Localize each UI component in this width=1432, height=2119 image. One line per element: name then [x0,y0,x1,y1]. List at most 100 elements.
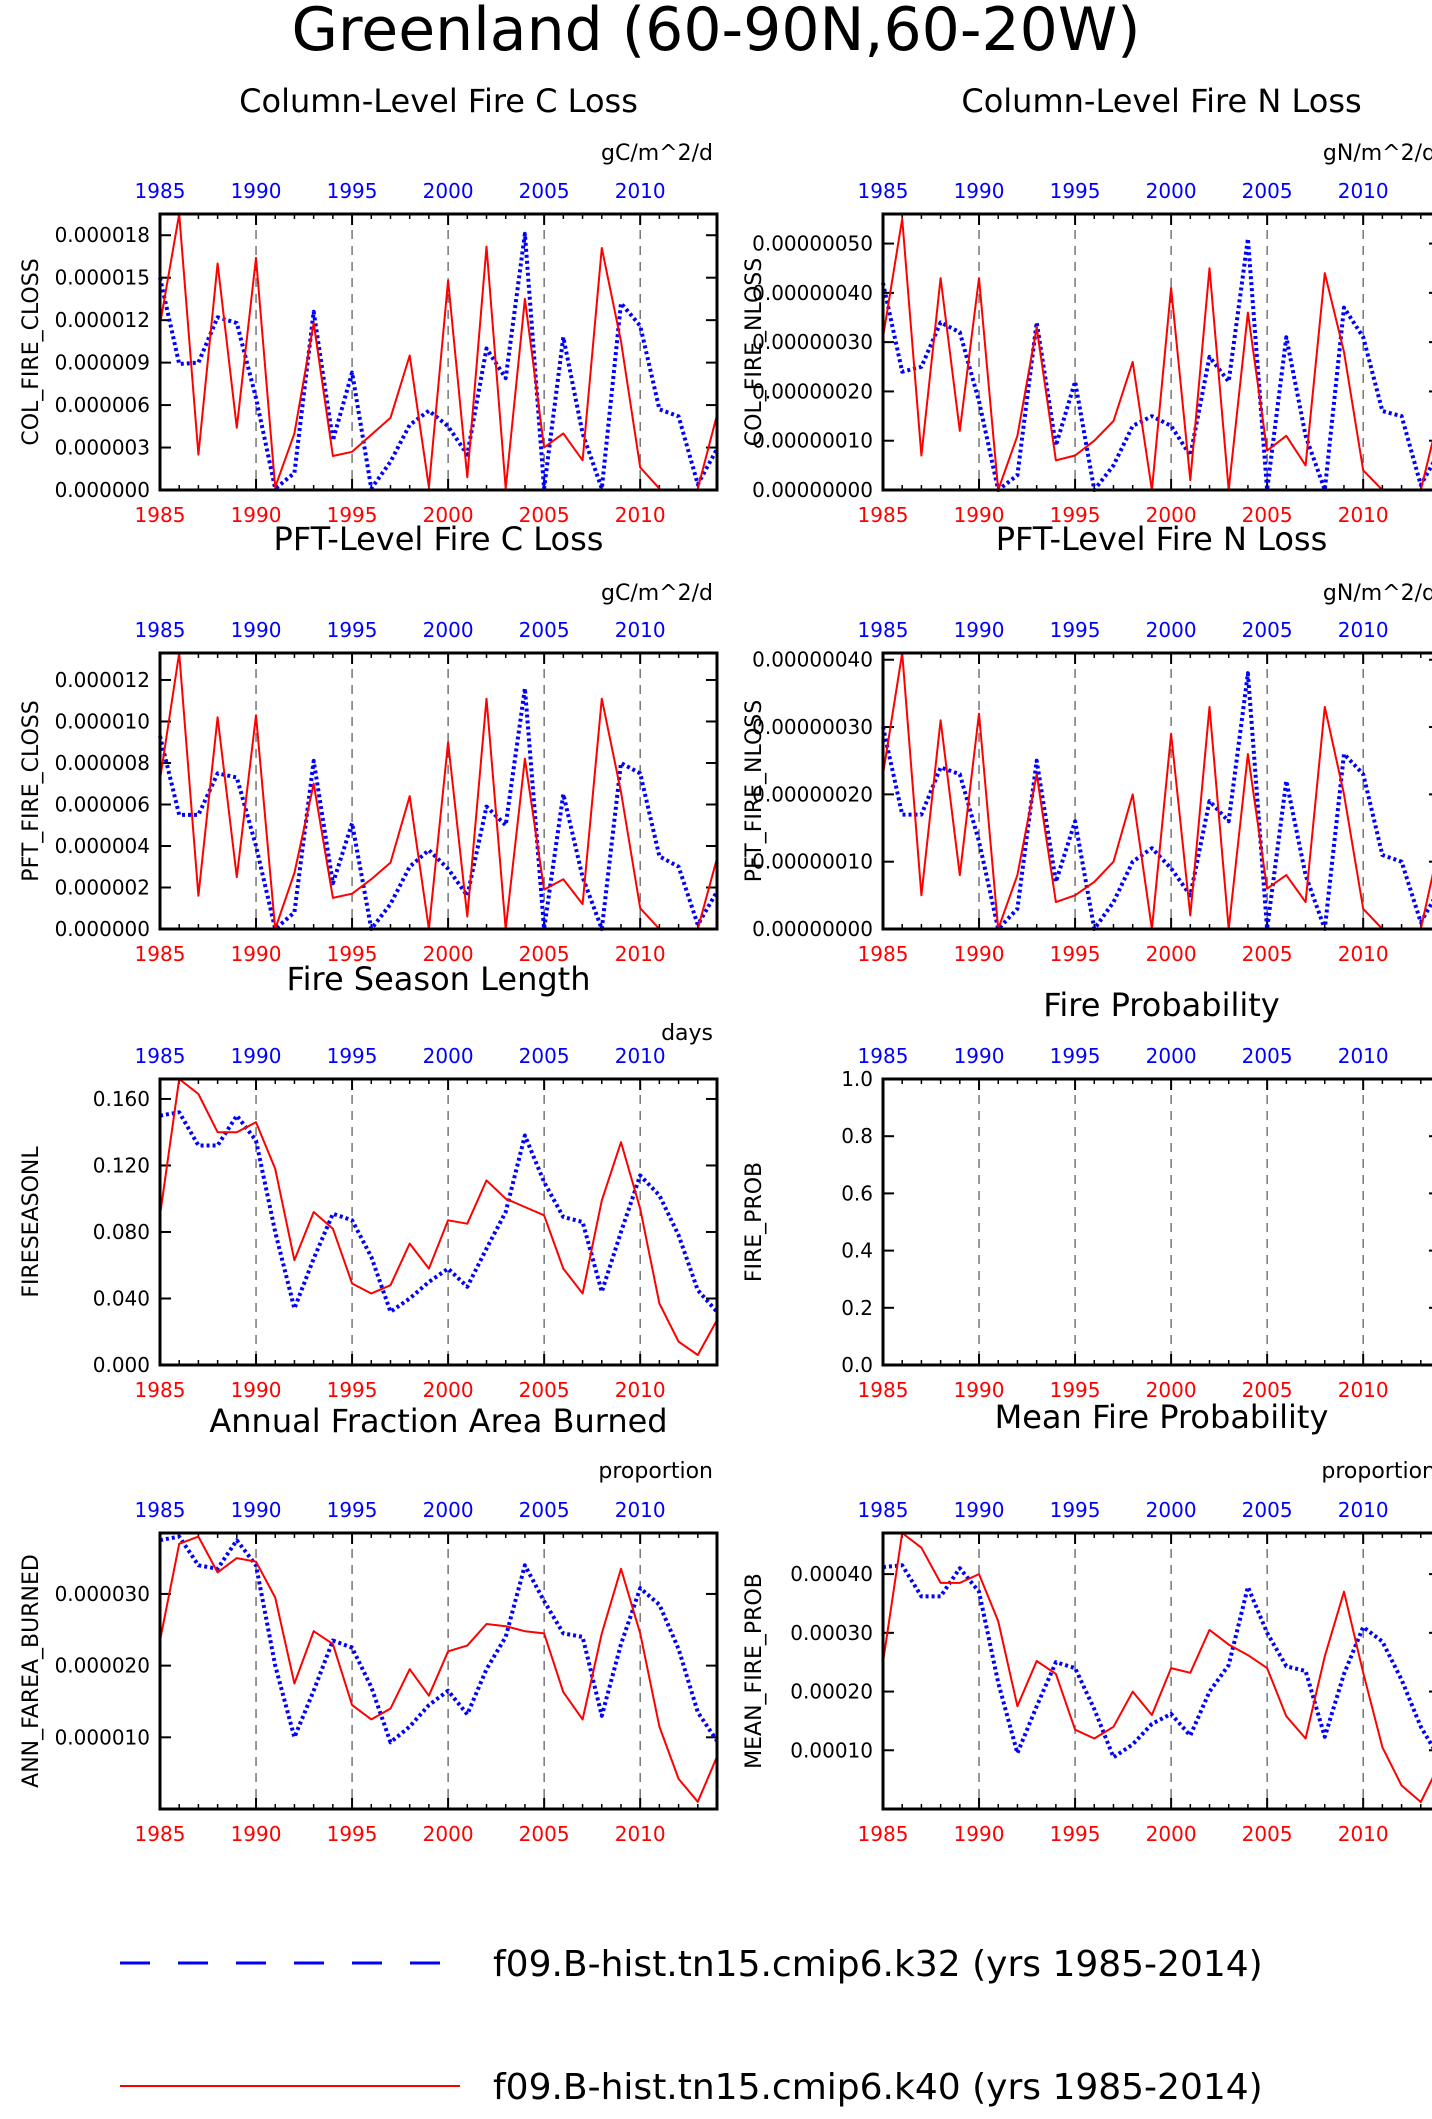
x-tick-label-bottom: 1990 [231,942,282,966]
x-tick-label-bottom: 2000 [1146,503,1197,527]
x-tick-label-top: 2000 [423,618,474,642]
x-tick-label-top: 1995 [327,618,378,642]
x-tick-label-bottom: 2000 [423,1378,474,1402]
x-tick-label-top: 1995 [327,1498,378,1522]
units-label: gC/m^2/d [601,581,713,606]
x-tick-label-top: 1990 [954,179,1005,203]
x-tick-label-top: 2010 [1338,1498,1389,1522]
y-tick-label: 0.00000050 [752,232,873,256]
chart-panel: PFT-Level Fire N Loss gN/m^2/d 1985 1985 199… [742,520,1432,966]
y-tick-label: 0.00000020 [752,782,873,806]
x-tick-label-top: 1985 [135,1498,186,1522]
x-tick-label-bottom: 1990 [954,942,1005,966]
x-tick-label-top: 1995 [327,179,378,203]
y-tick-label: 0.000006 [55,792,150,816]
series-line [159,1110,719,1314]
chart-panel: Column-Level Fire N Loss gN/m^2/d 1985 1985… [742,82,1432,527]
y-tick-label: 0.00000000 [752,478,873,502]
y-tick-label: 0.000003 [55,436,150,460]
chart-panel: Column-Level Fire C Loss gC/m^2/d 1985 1985… [19,82,719,527]
series-line [882,217,1384,491]
y-axis-label: FIRESEASONL [19,1146,44,1298]
x-tick-label-top: 2010 [615,618,666,642]
x-tick-label-bottom: 2005 [519,1378,570,1402]
series-line [1419,873,1432,930]
x-tick-label-bottom: 1990 [954,1378,1005,1402]
x-tick-label-bottom: 1990 [954,503,1005,527]
x-tick-label-bottom: 1990 [954,1822,1005,1846]
plot-frame [881,1077,1432,1367]
series-line [159,213,661,490]
y-tick-label: 0.000020 [55,1654,150,1678]
y-tick-label: 0.00000040 [752,281,873,305]
y-axis-label: COL_FIRE_NLOSS [742,258,767,446]
x-tick-label-bottom: 1985 [858,1822,909,1846]
x-tick-label-top: 2005 [1242,618,1293,642]
x-tick-label-top: 1985 [858,1044,909,1068]
x-tick-label-bottom: 1995 [327,503,378,527]
plot-frame [158,1077,719,1367]
x-tick-label-bottom: 2000 [1146,1822,1197,1846]
y-axis-label: ANN_FAREA_BURNED [19,1554,44,1788]
series-line [696,414,718,489]
y-tick-label: 0.000000 [55,917,150,941]
legend: f09.B-hist.tn15.cmip6.k32 (yrs 1985-2014… [120,1944,1263,2108]
y-axis-label: MEAN_FIRE_PROB [742,1573,767,1769]
plot-frame [881,212,1432,492]
y-tick-label: 0.000012 [55,668,150,692]
x-tick-label-bottom: 2000 [1146,1378,1197,1402]
series-line [696,858,718,930]
chart-title: PFT-Level Fire N Loss [996,520,1328,558]
x-tick-label-top: 2010 [1338,179,1389,203]
series-line [881,671,1432,931]
units-label: proportion [1321,1459,1432,1484]
y-tick-label: 0.6 [841,1181,873,1205]
x-tick-label-bottom: 1995 [1050,503,1101,527]
chart-title: PFT-Level Fire C Loss [274,520,604,558]
series-line [159,1534,719,1745]
x-tick-label-top: 2010 [1338,618,1389,642]
y-tick-label: 0.00000040 [752,648,873,672]
x-tick-label-bottom: 2005 [519,1822,570,1846]
plot-frame [158,1531,719,1811]
y-tick-label: 0.000012 [55,308,150,332]
x-tick-label-bottom: 2010 [1338,503,1389,527]
x-tick-label-bottom: 1985 [135,1378,186,1402]
x-tick-label-top: 1990 [231,179,282,203]
x-tick-label-top: 2010 [615,179,666,203]
x-tick-label-bottom: 2000 [423,942,474,966]
x-tick-label-bottom: 2005 [1242,942,1293,966]
x-tick-label-top: 1990 [954,618,1005,642]
y-tick-label: 0.040 [93,1286,150,1310]
y-tick-label: 0.00040 [790,1562,873,1586]
y-axis-label: COL_FIRE_CLOSS [19,258,44,445]
x-tick-label-bottom: 2005 [519,942,570,966]
chart-title: Annual Fraction Area Burned [209,1402,667,1440]
chart-panel: Fire Season Length days 1985 1985 1990 1990 19… [19,960,719,1402]
x-tick-label-bottom: 1995 [1050,1822,1101,1846]
y-tick-label: 0.00030 [790,1621,873,1645]
x-tick-label-bottom: 2010 [1338,1822,1389,1846]
x-tick-label-top: 1995 [1050,179,1101,203]
y-tick-label: 0.4 [841,1239,873,1263]
x-tick-label-bottom: 1985 [135,942,186,966]
x-tick-label-top: 1990 [954,1044,1005,1068]
y-tick-label: 0.000002 [55,875,150,899]
chart-title: Fire Season Length [287,960,591,998]
x-tick-label-top: 1995 [327,1044,378,1068]
chart-title: Mean Fire Probability [995,1398,1329,1436]
x-tick-label-top: 1995 [1050,1498,1101,1522]
x-tick-label-top: 1985 [858,618,909,642]
x-tick-label-top: 1990 [231,1044,282,1068]
x-tick-label-top: 2005 [1242,1498,1293,1522]
panels: Column-Level Fire C Loss gC/m^2/d 1985 1985… [19,82,1432,1846]
units-label: gC/m^2/d [601,141,713,166]
x-tick-label-bottom: 2000 [423,1822,474,1846]
chart-panel: PFT-Level Fire C Loss gC/m^2/d 1985 1985 199… [19,520,719,966]
x-tick-label-bottom: 2010 [615,1822,666,1846]
y-tick-label: 0.00020 [790,1680,873,1704]
y-tick-label: 0.000015 [55,266,150,290]
series-line [881,236,1432,492]
x-tick-label-bottom: 1985 [135,1822,186,1846]
series-line [882,1532,1432,1803]
